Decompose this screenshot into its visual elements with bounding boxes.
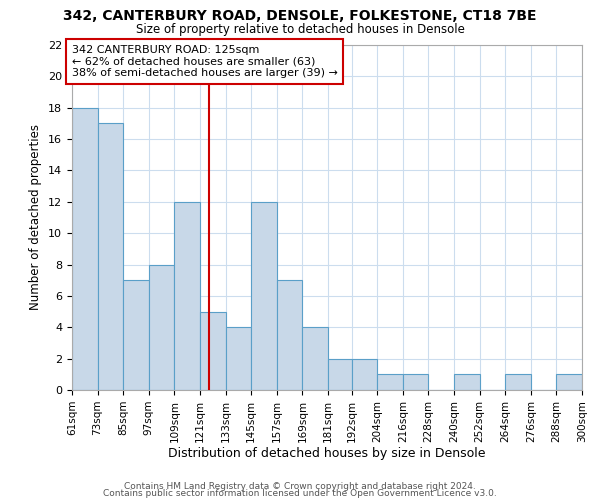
Bar bbox=[556, 374, 582, 390]
Text: Contains HM Land Registry data © Crown copyright and database right 2024.: Contains HM Land Registry data © Crown c… bbox=[124, 482, 476, 491]
Y-axis label: Number of detached properties: Number of detached properties bbox=[29, 124, 43, 310]
Bar bbox=[505, 374, 531, 390]
Bar bbox=[98, 124, 123, 390]
Bar bbox=[149, 264, 175, 390]
Bar bbox=[328, 358, 352, 390]
Bar bbox=[454, 374, 479, 390]
Text: 342 CANTERBURY ROAD: 125sqm
← 62% of detached houses are smaller (63)
38% of sem: 342 CANTERBURY ROAD: 125sqm ← 62% of det… bbox=[72, 45, 338, 78]
Bar bbox=[226, 328, 251, 390]
Bar bbox=[123, 280, 149, 390]
Bar bbox=[403, 374, 428, 390]
Bar bbox=[200, 312, 226, 390]
X-axis label: Distribution of detached houses by size in Densole: Distribution of detached houses by size … bbox=[168, 448, 486, 460]
Text: 342, CANTERBURY ROAD, DENSOLE, FOLKESTONE, CT18 7BE: 342, CANTERBURY ROAD, DENSOLE, FOLKESTON… bbox=[63, 9, 537, 23]
Bar bbox=[302, 328, 328, 390]
Text: Contains public sector information licensed under the Open Government Licence v3: Contains public sector information licen… bbox=[103, 490, 497, 498]
Bar bbox=[251, 202, 277, 390]
Bar bbox=[377, 374, 403, 390]
Bar bbox=[277, 280, 302, 390]
Text: Size of property relative to detached houses in Densole: Size of property relative to detached ho… bbox=[136, 22, 464, 36]
Bar bbox=[175, 202, 200, 390]
Bar bbox=[72, 108, 98, 390]
Bar bbox=[352, 358, 377, 390]
